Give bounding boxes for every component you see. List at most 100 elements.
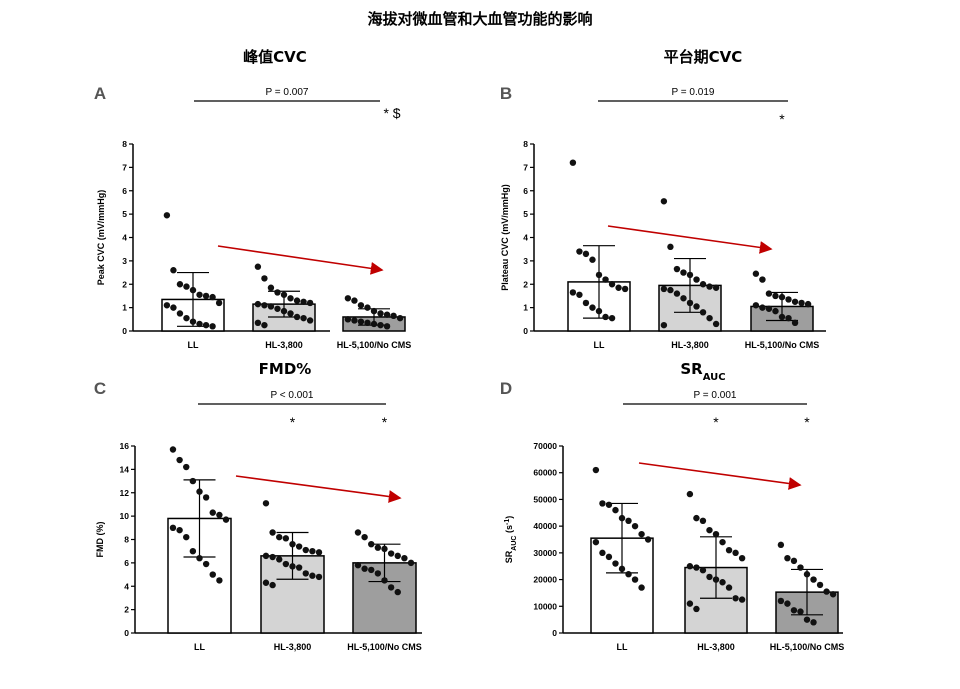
panel-d-data-point xyxy=(693,606,699,612)
panel-b-data-point xyxy=(798,300,804,306)
panel-d-title: SRAUC xyxy=(680,360,725,383)
panel-d-data-point xyxy=(606,502,612,508)
panel-c-category-label: LL xyxy=(194,642,205,652)
panel-b-y-tick-label: 5 xyxy=(523,209,528,219)
panel-c-data-point xyxy=(210,571,216,577)
panel-d-data-point xyxy=(797,608,803,614)
panel-c-significance: * xyxy=(290,414,296,430)
panel-d-y-tick-label: 20000 xyxy=(533,575,557,585)
panel-b-data-point xyxy=(609,315,615,321)
panel-b-category-label: HL-3,800 xyxy=(671,340,709,350)
panel-b-y-tick-label: 0 xyxy=(523,326,528,336)
panel-b-data-point xyxy=(805,301,811,307)
panel-a-data-point xyxy=(261,275,267,281)
panel-b-data-point xyxy=(602,276,608,282)
panel-a-data-point xyxy=(203,322,209,328)
panel-d-category-label: HL-5,100/No CMS xyxy=(770,642,845,652)
panel-d-data-point xyxy=(719,579,725,585)
panel-d-data-point xyxy=(687,600,693,606)
panel-a-data-point xyxy=(164,302,170,308)
panel-a-data-point xyxy=(377,322,383,328)
panel-d-data-point xyxy=(797,564,803,570)
panel-a-title: 峰值CVC xyxy=(243,48,307,66)
panel-a-data-point xyxy=(351,297,357,303)
panel-d-data-point xyxy=(693,564,699,570)
panel-d-data-point xyxy=(625,518,631,524)
panel-a-data-point xyxy=(261,302,267,308)
panel-c-data-point xyxy=(176,457,182,463)
panel-d-data-point xyxy=(693,515,699,521)
panel-b-data-point xyxy=(661,322,667,328)
panel-a-data-point xyxy=(364,320,370,326)
panel-b-data-point xyxy=(693,303,699,309)
panel-b: 平台期CVCB P = 0.019012345678Plateau CVC (mV… xyxy=(500,48,826,350)
panel-c-data-point xyxy=(196,488,202,494)
panel-b-data-point xyxy=(602,314,608,320)
panel-d-data-point xyxy=(612,507,618,513)
panel-a-data-point xyxy=(345,295,351,301)
panel-b-data-point xyxy=(615,285,621,291)
panel-c-y-tick-label: 12 xyxy=(120,488,130,498)
panel-d-data-point xyxy=(804,571,810,577)
panel-d-data-point xyxy=(732,595,738,601)
panel-c-data-point xyxy=(316,549,322,555)
panel-d-significance: * xyxy=(713,414,719,430)
panel-d-data-point xyxy=(599,550,605,556)
panel-a-data-point xyxy=(294,314,300,320)
panel-a-category-label: HL-3,800 xyxy=(265,340,303,350)
panel-a-data-point xyxy=(196,321,202,327)
panel-b-data-point xyxy=(772,293,778,299)
panel-d-category-label: LL xyxy=(617,642,628,652)
panel-a-data-point xyxy=(300,315,306,321)
panel-a-data-point xyxy=(255,320,261,326)
panel-b-data-point xyxy=(792,299,798,305)
panel-b-data-point xyxy=(680,295,686,301)
panel-c-data-point xyxy=(176,527,182,533)
panel-c-data-point xyxy=(309,573,315,579)
panel-a-data-point xyxy=(196,292,202,298)
panel-d-pvalue: P = 0.001 xyxy=(694,390,737,401)
panel-d-data-point xyxy=(778,542,784,548)
panel-b-data-point xyxy=(759,276,765,282)
panel-a-y-label: Peak CVC (mV/mmHg) xyxy=(96,190,106,286)
panel-a-data-point xyxy=(255,301,261,307)
panel-c-data-point xyxy=(355,562,361,568)
panel-b-significance: * xyxy=(779,111,785,127)
panel-b-data-point xyxy=(706,283,712,289)
panel-c-data-point xyxy=(388,550,394,556)
panel-a-data-point xyxy=(190,318,196,324)
panel-a-data-point xyxy=(384,323,390,329)
panel-a-data-point xyxy=(351,317,357,323)
panel-c-data-point xyxy=(190,548,196,554)
panel-b-data-point xyxy=(674,290,680,296)
panel-a-data-point xyxy=(364,304,370,310)
panel-b-category-label: HL-5,100/No CMS xyxy=(745,340,820,350)
panel-a-data-point xyxy=(170,304,176,310)
panel-c: FMD%C P < 0.0010246810121416FMD (%)LL HL-3… xyxy=(94,360,422,652)
panel-d-data-point xyxy=(619,515,625,521)
panel-a-data-point xyxy=(183,315,189,321)
panel-d-data-point xyxy=(726,547,732,553)
panel-c-y-tick-label: 14 xyxy=(120,464,130,474)
panel-b-category-label: LL xyxy=(594,340,605,350)
panel-d-y-tick-label: 50000 xyxy=(533,494,557,504)
panel-c-data-point xyxy=(263,500,269,506)
panel-d-data-point xyxy=(739,596,745,602)
panel-c-data-point xyxy=(223,516,229,522)
panel-b-data-point xyxy=(693,276,699,282)
panel-b-data-point xyxy=(687,300,693,306)
panel-c-data-point xyxy=(296,564,302,570)
panel-c-data-point xyxy=(289,541,295,547)
panel-c-data-point xyxy=(170,446,176,452)
panel-b-pvalue: P = 0.019 xyxy=(672,87,715,98)
panel-c-data-point xyxy=(361,566,367,572)
panel-c-data-point xyxy=(269,554,275,560)
panel-a-data-point xyxy=(209,294,215,300)
panel-d-data-point xyxy=(638,531,644,537)
panel-d-y-label: SRAUC (s-1) xyxy=(504,516,518,563)
panel-b-data-point xyxy=(713,321,719,327)
panel-a-data-point xyxy=(371,321,377,327)
panel-d-data-point xyxy=(778,598,784,604)
panel-c-data-point xyxy=(355,529,361,535)
panel-b-data-point xyxy=(713,285,719,291)
